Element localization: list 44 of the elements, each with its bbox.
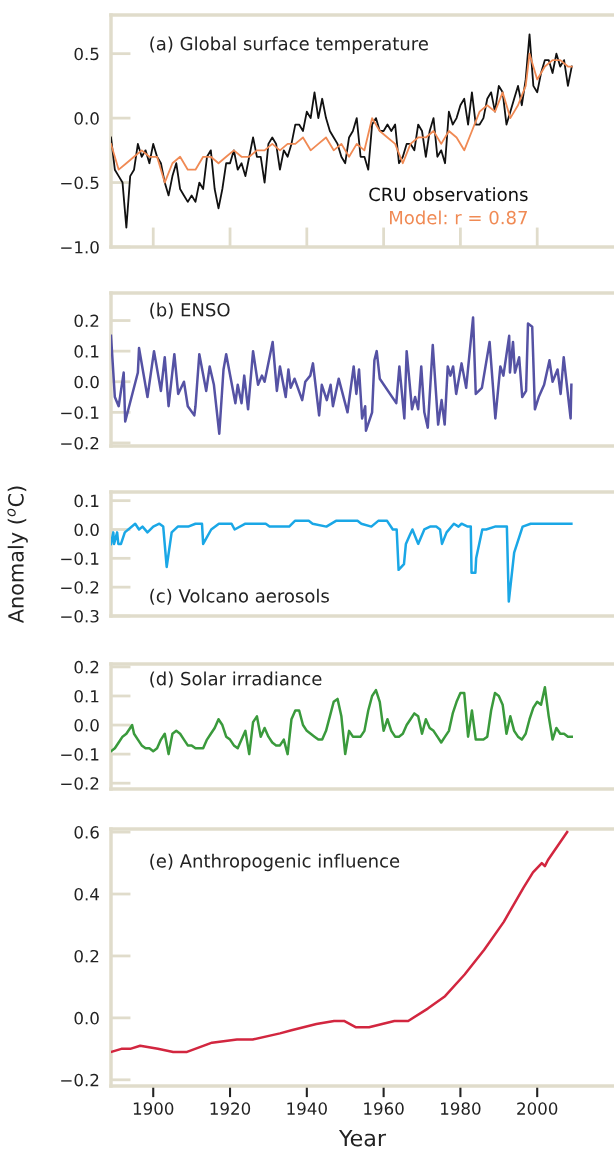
y-tick-label: 0.1 [74,345,99,358]
text: (e) Anthropogenic influence [150,853,400,872]
y-tick-label: 0.0 [74,375,99,389]
y-tick-label: 0.0 [74,719,99,732]
y-tick-label: −0.2 [61,581,99,594]
y-tick-label: 0.2 [74,314,99,328]
x-tick-label: 1920 [210,1102,251,1115]
y-tick-label: −0.3 [61,609,99,623]
x-tick-label: 1980 [441,1102,481,1115]
x-tick-label: 2000 [517,1102,558,1115]
line-series [111,830,569,1054]
y-tick-label: 0.0 [74,112,99,125]
y-tick-label: 0.2 [74,949,99,963]
y-axis-title: Anomaly ($^{o}$C) [7,486,28,624]
y-tick-label: 0.6 [74,826,99,839]
y-tick-label: −0.2 [61,1073,99,1087]
series-label: CRU observations [369,187,528,202]
x-axis-title: Year [338,1129,387,1147]
y-tick-label: −0.1 [61,406,99,419]
x-tick-label: 1940 [287,1102,327,1115]
y-tick-label: −0.1 [61,748,99,761]
y-tick-label: 0.0 [74,523,99,537]
y-tick-label: 0.0 [74,1011,99,1025]
y-tick-label: −0.2 [61,436,99,450]
line-series [111,52,573,184]
x-tick-label: 1960 [364,1102,404,1115]
line-series [111,519,573,603]
y-tick-label: 0.1 [74,689,99,703]
text: Model: r = 0.87 [390,210,527,225]
y-tick-label: 0.5 [74,47,99,61]
y-tick-label: 0.2 [74,660,99,674]
y-tick-label: −0.2 [61,777,99,790]
chart-title: (b) ENSO [150,302,230,319]
y-tick-label: 0.4 [74,887,99,901]
y-tick-label: −1.0 [61,240,99,254]
x-tick-label: 1900 [133,1102,174,1115]
line-series [111,33,573,229]
text: (a) Global surface temperature [150,36,428,54]
y-tick-label: −0.5 [61,176,99,190]
text: (c) Volcano aerosols [150,588,329,605]
line-series [111,686,574,756]
y-tick-label: 0.1 [74,494,99,508]
y-tick-label: −0.1 [61,552,99,565]
chart-title: (d) Solar irradiance [150,671,322,688]
